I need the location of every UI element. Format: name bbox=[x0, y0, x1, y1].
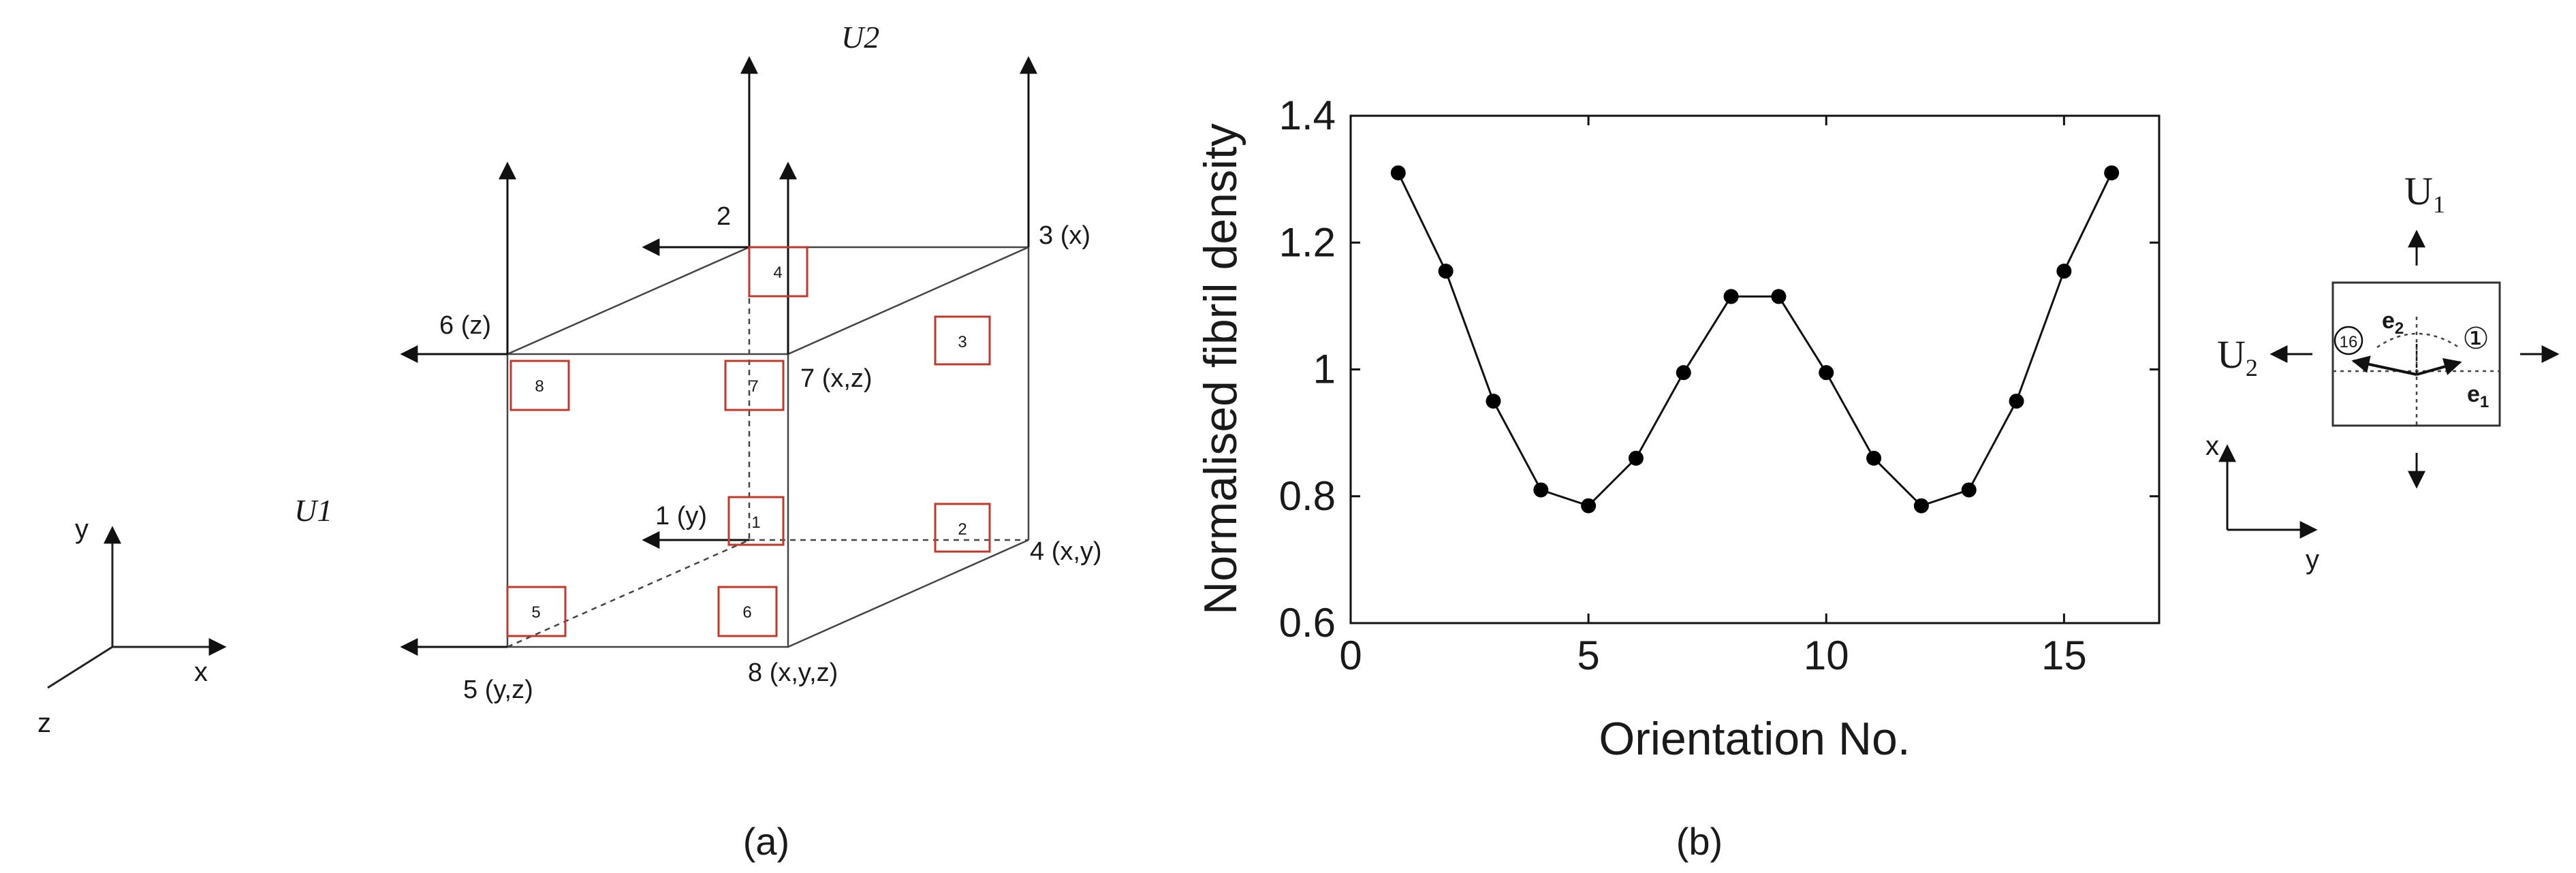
svg-text:4: 4 bbox=[773, 264, 782, 282]
panel-b: 0 5 10 15 0.6 0.8 1 1.2 1.4 Orientation No. Norm… bbox=[1195, 93, 2161, 863]
orientation-1-label: ① bbox=[2462, 322, 2489, 355]
panel-orientation: U1 U2 e2 e1 16 ① x y bbox=[2205, 169, 2560, 575]
svg-text:3: 3 bbox=[958, 333, 967, 351]
integration-point-1: 1 bbox=[727, 496, 785, 546]
series-line bbox=[1397, 172, 2113, 507]
integration-point-5: 5 bbox=[506, 586, 567, 637]
u2-label: U2 bbox=[2217, 332, 2258, 381]
data-point-13 bbox=[1961, 482, 1977, 498]
data-point-10 bbox=[1819, 365, 1834, 381]
corner-label-5: 5 (y,z) bbox=[463, 676, 533, 704]
x-tick-label: 15 bbox=[2041, 633, 2087, 678]
corner-label-3: 3 (x) bbox=[1039, 221, 1090, 250]
triad-z-axis bbox=[47, 646, 113, 689]
e2-label: e2 bbox=[2382, 308, 2404, 338]
data-point-2 bbox=[1438, 264, 1454, 279]
integration-point-3: 3 bbox=[934, 315, 991, 366]
integration-point-4: 4 bbox=[748, 246, 808, 298]
chart-ticks: 0 5 10 15 0.6 0.8 1 1.2 1.4 bbox=[1279, 93, 2159, 678]
data-point-16 bbox=[2104, 165, 2120, 180]
y-tick-label: 1.2 bbox=[1279, 219, 1336, 265]
cube-edge-7-3 bbox=[787, 246, 1029, 355]
x-tick-label: 10 bbox=[1804, 633, 1849, 678]
y-tick-label: 0.8 bbox=[1279, 473, 1336, 519]
e1-vector bbox=[2416, 358, 2462, 376]
corner-label-4: 4 (x,y) bbox=[1030, 537, 1102, 566]
element-square bbox=[2331, 281, 2501, 427]
corner-label-6: 6 (z) bbox=[439, 311, 491, 340]
chart-points bbox=[1390, 165, 2120, 513]
triad-x-label: x bbox=[194, 657, 208, 687]
y-tick-label: 1 bbox=[1313, 347, 1336, 392]
cube-edge-6-2 bbox=[507, 246, 750, 355]
data-point-1 bbox=[1390, 165, 1406, 180]
svg-text:1: 1 bbox=[751, 513, 760, 532]
caption-a: (a) bbox=[743, 820, 789, 863]
data-point-11 bbox=[1866, 450, 1882, 466]
x-tick-label: 0 bbox=[1339, 633, 1362, 678]
data-point-7 bbox=[1676, 365, 1691, 381]
plot-frame bbox=[1349, 114, 2161, 624]
triad-z-label: z bbox=[37, 708, 51, 738]
caption-b: (b) bbox=[1676, 820, 1723, 863]
x-axis-label: Orientation No. bbox=[1599, 713, 1910, 765]
integration-point-8: 8 bbox=[509, 360, 570, 411]
triad-y-label: y bbox=[75, 514, 89, 544]
data-point-14 bbox=[2009, 394, 2024, 409]
integration-point-6: 6 bbox=[717, 586, 778, 637]
u2-force-label: U2 bbox=[841, 20, 879, 54]
cube-hidden-edges bbox=[507, 247, 1028, 648]
data-point-3 bbox=[1486, 394, 1501, 409]
u1-force-label: U1 bbox=[294, 493, 332, 528]
e1-label: e1 bbox=[2467, 381, 2489, 411]
x-tick-label: 5 bbox=[1577, 633, 1599, 678]
data-point-15 bbox=[2056, 264, 2072, 279]
y-tick-label: 0.6 bbox=[1279, 600, 1336, 646]
orientation-16-marker bbox=[2334, 326, 2363, 355]
data-point-5 bbox=[1581, 498, 1597, 513]
u1-label: U1 bbox=[2404, 169, 2445, 218]
integration-points: 1 2 3 4 5 6 7 bbox=[506, 246, 991, 637]
corner-label-8: 8 (x,y,z) bbox=[748, 658, 838, 687]
svg-text:2: 2 bbox=[958, 520, 967, 539]
corner-label-7: 7 (x,z) bbox=[800, 364, 873, 393]
corner-label-2: 2 bbox=[717, 202, 731, 231]
orientation-16-label: 16 bbox=[2340, 333, 2358, 351]
corner-label-1: 1 (y) bbox=[655, 502, 707, 530]
load-arrows bbox=[400, 56, 1037, 656]
data-point-6 bbox=[1628, 450, 1644, 466]
data-point-9 bbox=[1771, 289, 1787, 304]
mini-y-label: y bbox=[2306, 545, 2319, 575]
y-tick-label: 1.4 bbox=[1279, 93, 1336, 138]
cube-front-face bbox=[506, 353, 789, 648]
y-axis-label: Normalised fibril density bbox=[1195, 123, 1246, 615]
integration-point-2: 2 bbox=[934, 503, 991, 553]
svg-text:6: 6 bbox=[742, 603, 751, 622]
mini-x-label: x bbox=[2205, 431, 2219, 461]
data-point-4 bbox=[1533, 482, 1549, 498]
data-point-12 bbox=[1913, 498, 1929, 513]
svg-text:8: 8 bbox=[535, 377, 544, 396]
cube-hidden-edge-5-1 bbox=[507, 539, 750, 648]
panel-a: y x z U2 U1 bbox=[37, 20, 1102, 863]
svg-text:7: 7 bbox=[749, 377, 758, 396]
coordinate-triad bbox=[47, 526, 227, 689]
orientation-16-vector bbox=[2351, 355, 2417, 376]
cube-edge-8-4 bbox=[787, 539, 1029, 648]
integration-point-7: 7 bbox=[724, 360, 785, 411]
svg-text:5: 5 bbox=[531, 603, 540, 622]
data-point-8 bbox=[1723, 289, 1739, 304]
